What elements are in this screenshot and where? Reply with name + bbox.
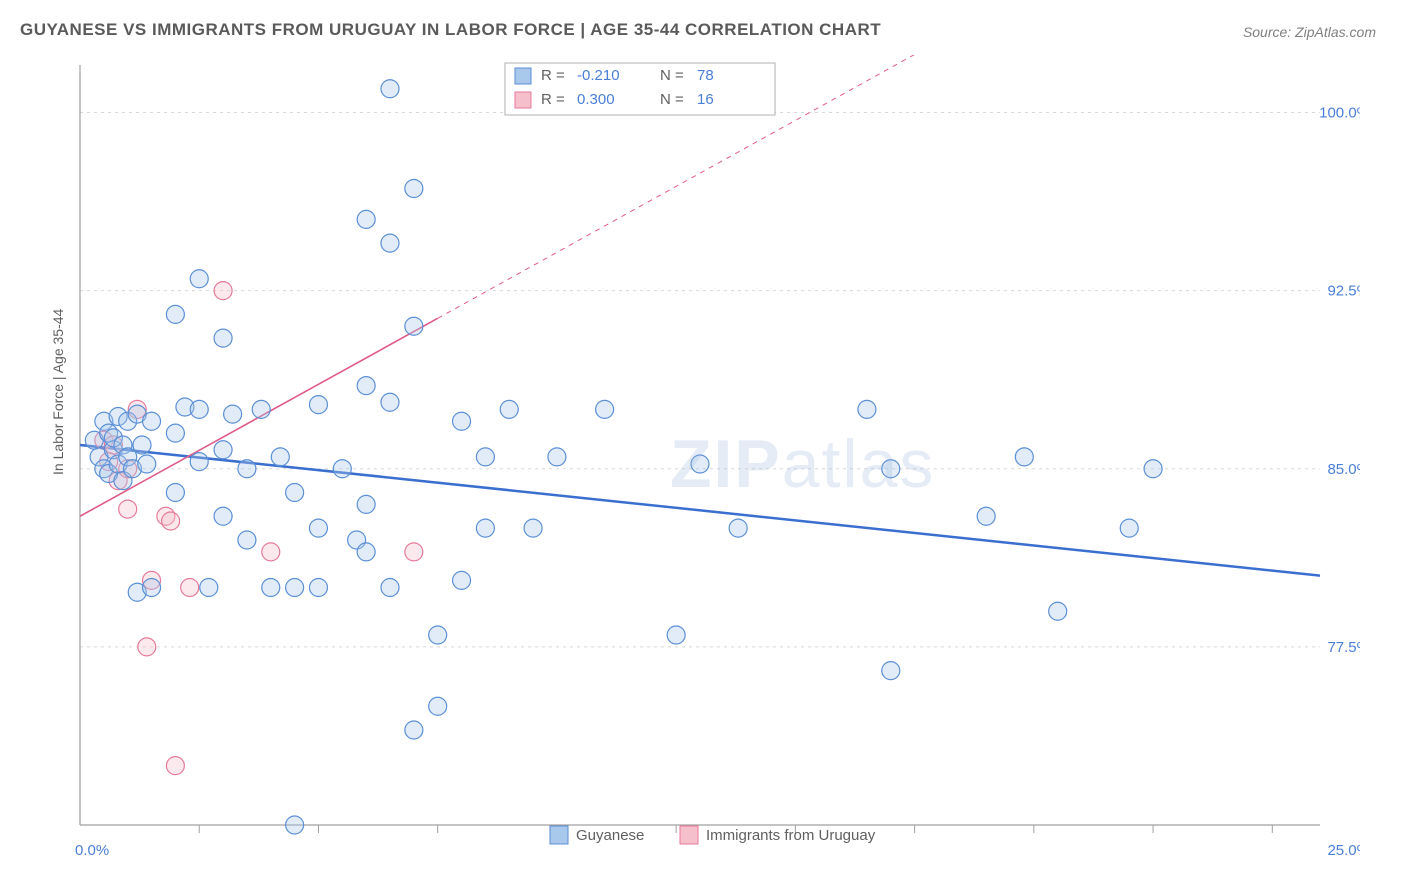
svg-text:N =: N = [660,67,684,84]
svg-text:N =: N = [660,91,684,108]
svg-text:78: 78 [697,67,714,84]
svg-text:Guyanese: Guyanese [576,827,644,844]
chart-container: In Labor Force | Age 35-44 77.5% 85.0% 92.… [50,55,1360,855]
svg-text:R =: R = [541,91,565,108]
svg-text:85.0%: 85.0% [1327,461,1360,478]
svg-text:Immigrants from Uruguay: Immigrants from Uruguay [706,827,876,844]
scatter-chart: 77.5% 85.0% 92.5% 100.0% 0.0% 25.0% R = -0.210 N… [50,55,1360,855]
chart-title: GUYANESE VS IMMIGRANTS FROM URUGUAY IN L… [20,20,881,40]
svg-text:0.0%: 0.0% [75,842,109,855]
svg-text:16: 16 [697,91,714,108]
svg-text:77.5%: 77.5% [1327,639,1360,656]
svg-text:0.300: 0.300 [577,91,615,108]
svg-text:R =: R = [541,67,565,84]
svg-text:25.0%: 25.0% [1327,842,1360,855]
svg-text:100.0%: 100.0% [1319,105,1360,122]
y-axis-label: In Labor Force | Age 35-44 [50,309,66,475]
source-attribution: Source: ZipAtlas.com [1243,24,1376,40]
svg-text:92.5%: 92.5% [1327,283,1360,300]
svg-text:-0.210: -0.210 [577,67,620,84]
